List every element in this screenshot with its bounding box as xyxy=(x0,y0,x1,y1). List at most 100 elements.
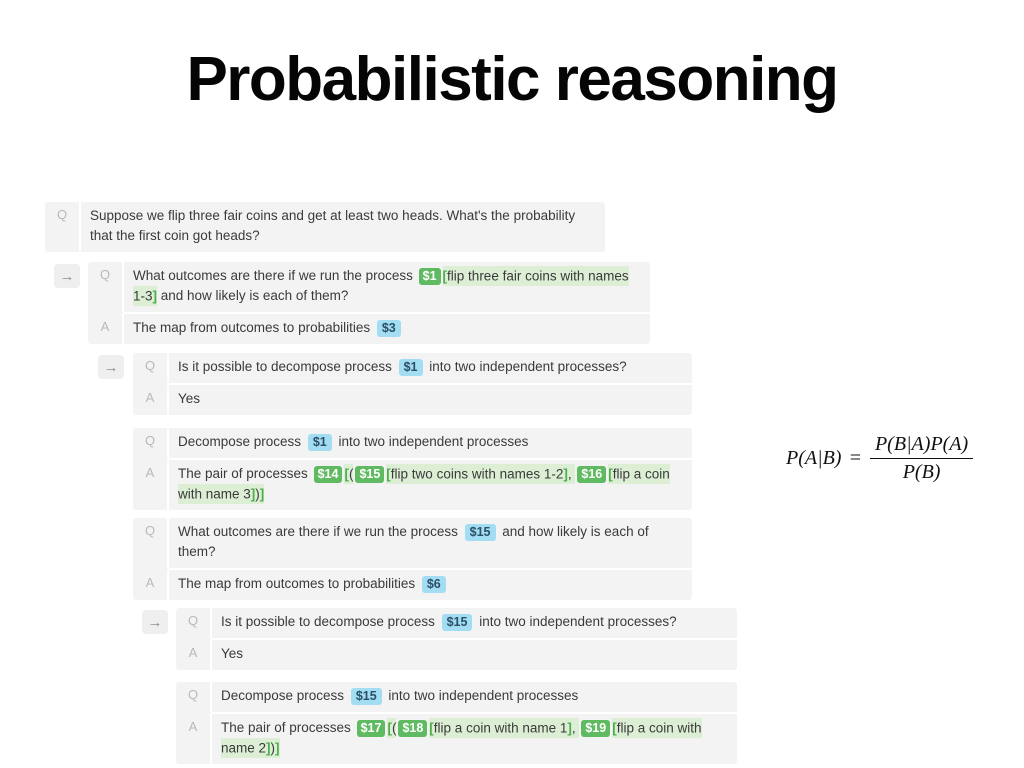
text: into two independent processes? xyxy=(425,359,627,374)
text: into two independent processes? xyxy=(475,614,677,629)
question-text: Is it possible to decompose process $1 i… xyxy=(169,353,692,383)
formula-numerator: P(B|A)P(A) xyxy=(869,433,974,459)
highlight-text: ) xyxy=(270,737,276,758)
arrow-right-icon: → xyxy=(147,613,163,631)
question-text: Decompose process $1 into two independen… xyxy=(169,428,692,458)
arrow-right-icon: → xyxy=(59,267,75,285)
answer-row: A Yes xyxy=(176,638,737,670)
blue-ref-badge[interactable]: $15 xyxy=(464,524,496,541)
bracket-glyph: [ xyxy=(387,717,392,738)
text: and how likely is each of them? xyxy=(157,288,349,303)
answer-text: The pair of processes $17[($18 [flip a co… xyxy=(212,712,737,764)
answer-row: A The map from outcomes to probabilities… xyxy=(88,312,650,344)
bracket-glyph: [ xyxy=(612,717,617,738)
text: Yes xyxy=(178,391,201,406)
answer-text: The map from outcomes to probabilities $… xyxy=(169,568,692,600)
green-ref-badge[interactable]: $17 xyxy=(356,720,386,737)
bracket-glyph: [ xyxy=(608,463,613,484)
highlight-text: ( xyxy=(348,463,354,484)
answer-text: The map from outcomes to probabilities $… xyxy=(124,312,650,344)
qa-box: Q Decompose process $15 into two indepen… xyxy=(176,682,737,764)
answer-text: Yes xyxy=(169,383,692,415)
bracket-glyph: ] xyxy=(275,737,280,758)
text: into two independent processes xyxy=(384,688,579,703)
question-label: Q xyxy=(88,262,124,312)
question-text: Is it possible to decompose process $15 … xyxy=(212,608,737,638)
bracket-glyph: ] xyxy=(266,737,271,758)
question-row: Q Is it possible to decompose process $1… xyxy=(176,608,737,638)
question-row: Q Decompose process $1 into two independ… xyxy=(133,428,692,458)
answer-label: A xyxy=(133,383,169,415)
question-label: Q xyxy=(176,608,212,638)
answer-label: A xyxy=(176,712,212,764)
answer-label: A xyxy=(176,638,212,670)
answer-row: A The pair of processes $17[($18 [flip a … xyxy=(176,712,737,764)
question-row: Q What outcomes are there if we run the … xyxy=(133,518,692,568)
bracket-glyph: ] xyxy=(250,483,256,504)
question-text: Decompose process $15 into two independe… xyxy=(212,682,737,712)
qa-box: Q What outcomes are there if we run the … xyxy=(88,262,650,344)
question-row: Q Suppose we flip three fair coins and g… xyxy=(45,202,605,252)
formula-equals: = xyxy=(848,447,862,469)
question-label: Q xyxy=(133,353,169,383)
green-ref-badge[interactable]: $19 xyxy=(581,720,611,737)
arrow-right-icon: → xyxy=(103,358,119,376)
text: The map from outcomes to probabilities xyxy=(133,320,374,335)
blue-ref-badge[interactable]: $15 xyxy=(441,614,473,631)
formula-lhs: P(A|B) xyxy=(786,447,842,469)
text: Is it possible to decompose process xyxy=(178,359,396,374)
highlight-text: flip a coin with name 1 xyxy=(433,717,568,738)
answer-row: A The map from outcomes to probabilities… xyxy=(133,568,692,600)
green-ref-badge[interactable]: $1 xyxy=(418,268,441,285)
question-row: Q Decompose process $15 into two indepen… xyxy=(176,682,737,712)
answer-text: The pair of processes $14[($15 [flip two … xyxy=(169,458,692,510)
highlight-text: flip two coins with names 1-2 xyxy=(390,463,564,484)
green-ref-badge[interactable]: $18 xyxy=(398,720,428,737)
question-text: What outcomes are there if we run the pr… xyxy=(169,518,692,568)
qa-box-root: Q Suppose we flip three fair coins and g… xyxy=(45,202,605,252)
answer-label: A xyxy=(133,458,169,510)
subquestion-arrow-button[interactable]: → xyxy=(142,610,168,634)
blue-ref-badge[interactable]: $15 xyxy=(350,688,382,705)
question-label: Q xyxy=(133,518,169,568)
answer-label: A xyxy=(88,312,124,344)
green-ref-badge[interactable]: $15 xyxy=(355,466,385,483)
text: What outcomes are there if we run the pr… xyxy=(133,268,417,283)
text: Is it possible to decompose process xyxy=(221,614,439,629)
qa-box: Q Decompose process $1 into two independ… xyxy=(133,428,692,510)
blue-ref-badge[interactable]: $1 xyxy=(307,434,332,451)
answer-label: A xyxy=(133,568,169,600)
subquestion-arrow-button[interactable]: → xyxy=(98,355,124,379)
text: What outcomes are there if we run the pr… xyxy=(178,524,462,539)
text: Yes xyxy=(221,646,244,661)
text: Suppose we flip three fair coins and get… xyxy=(90,208,576,243)
qa-box: Q Is it possible to decompose process $1… xyxy=(133,353,692,415)
text: and how likely is each of them? xyxy=(178,524,649,559)
question-row: Q What outcomes are there if we run the … xyxy=(88,262,650,312)
bracket-glyph: ] xyxy=(563,463,568,484)
bracket-glyph: ] xyxy=(152,285,158,306)
text: Decompose process xyxy=(221,688,348,703)
bracket-glyph: ] xyxy=(259,483,265,504)
text: The pair of processes xyxy=(221,720,355,735)
subquestion-arrow-button[interactable]: → xyxy=(54,264,80,288)
question-text: Suppose we flip three fair coins and get… xyxy=(81,202,605,252)
qa-box: Q Is it possible to decompose process $1… xyxy=(176,608,737,670)
answer-text: Yes xyxy=(212,638,737,670)
bracket-glyph: [ xyxy=(442,265,448,286)
text: into two independent processes xyxy=(334,434,529,449)
blue-ref-badge[interactable]: $6 xyxy=(421,576,446,593)
green-ref-badge[interactable]: $14 xyxy=(313,466,343,483)
page-title: Probabilistic reasoning xyxy=(186,45,839,114)
answer-row: A Yes xyxy=(133,383,692,415)
blue-ref-badge[interactable]: $1 xyxy=(398,359,423,376)
highlight-text: ( xyxy=(391,717,397,738)
bracket-glyph: [ xyxy=(429,717,434,738)
green-ref-badge[interactable]: $16 xyxy=(577,466,607,483)
blue-ref-badge[interactable]: $3 xyxy=(376,320,401,337)
highlight-text: , xyxy=(567,463,576,484)
qa-box: Q What outcomes are there if we run the … xyxy=(133,518,692,600)
question-label: Q xyxy=(45,202,81,252)
highlight-text: , xyxy=(571,717,580,738)
question-label: Q xyxy=(176,682,212,712)
